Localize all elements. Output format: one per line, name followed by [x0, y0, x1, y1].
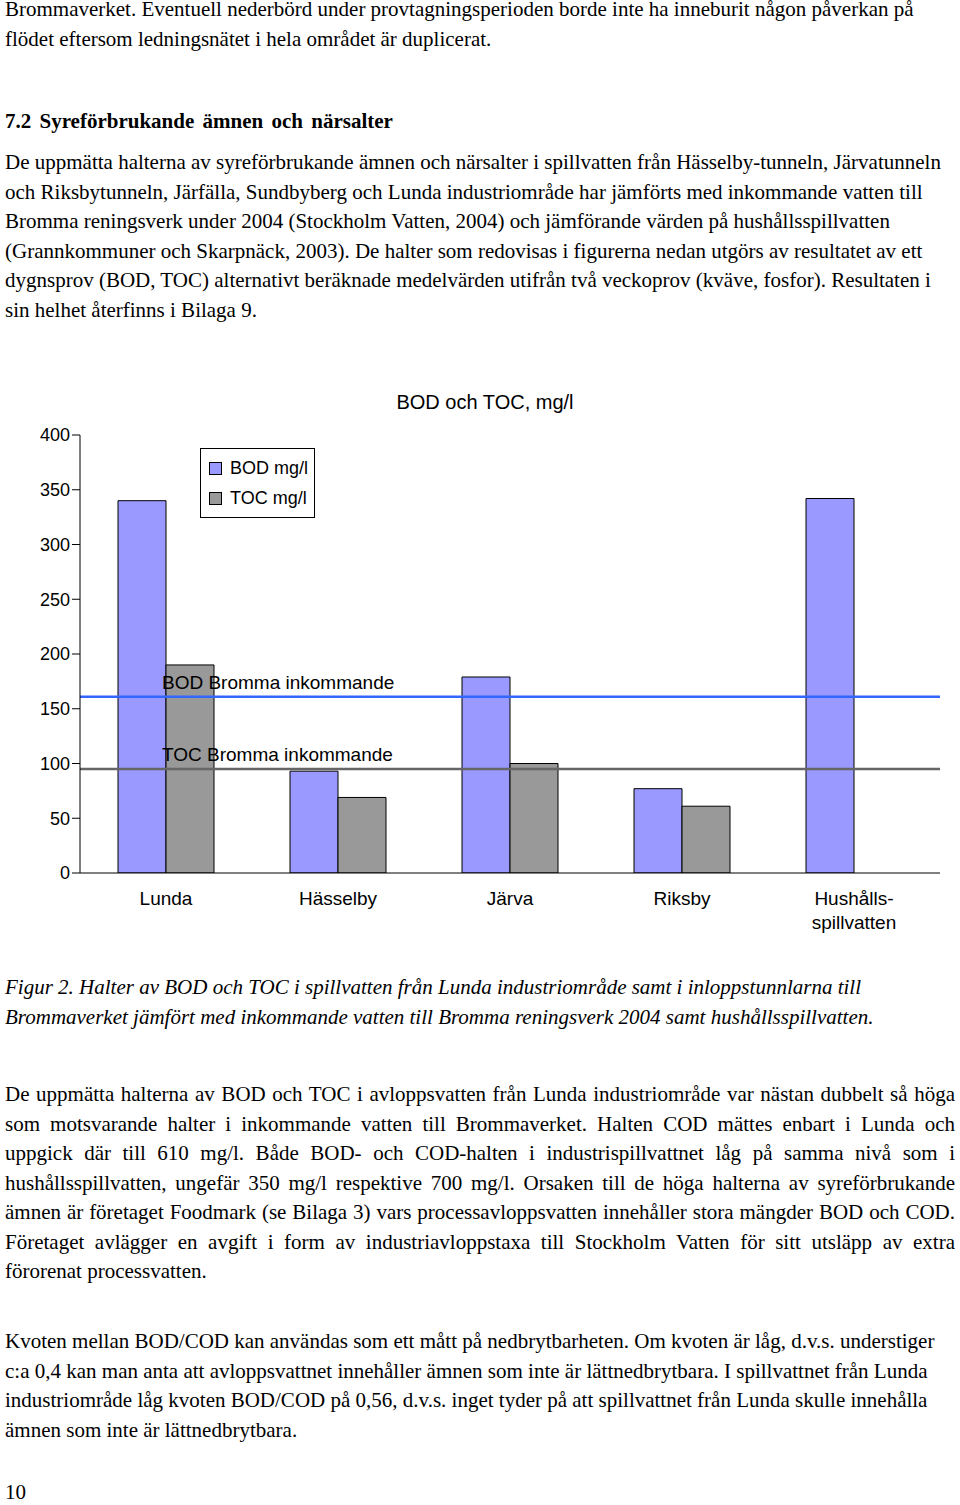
svg-text:50: 50	[50, 809, 70, 829]
html-text:10: 10	[5, 1480, 26, 1504]
html-text:Kvoten mellan BOD/COD kan anvä: Kvoten mellan BOD/COD kan användas som e…	[5, 1329, 935, 1442]
svg-text:0: 0	[60, 863, 70, 883]
svg-text:300: 300	[40, 535, 70, 555]
html-text:Figur 2. Halter av BOD och TOC: Figur 2. Halter av BOD och TOC i spillva…	[5, 975, 874, 1029]
svg-text:Riksby: Riksby	[653, 888, 711, 909]
svg-text:250: 250	[40, 590, 70, 610]
svg-text:Hushålls-spillvatten: Hushålls-spillvatten	[812, 888, 897, 933]
svg-text:200: 200	[40, 644, 70, 664]
svg-text:Lunda: Lunda	[140, 888, 193, 909]
svg-text:100: 100	[40, 754, 70, 774]
svg-text:Hässelby: Hässelby	[299, 888, 378, 909]
svg-text:Järva: Järva	[487, 888, 534, 909]
svg-text:150: 150	[40, 699, 70, 719]
svg-text:400: 400	[40, 425, 70, 445]
svg-text:350: 350	[40, 480, 70, 500]
html-text:BOD och TOC, mg/l: BOD och TOC, mg/l	[396, 391, 574, 413]
svg-text:TOC Bromma inkommande: TOC Bromma inkommande	[162, 744, 393, 765]
html-text:De uppmätta halterna av BOD oc: De uppmätta halterna av BOD och TOC i av…	[5, 1082, 955, 1283]
html-text:TOC mg/l: TOC mg/l	[230, 487, 307, 508]
html-text:BOD mg/l: BOD mg/l	[230, 457, 308, 478]
html-text:De uppmätta halterna av syrefö: De uppmätta halterna av syreförbrukande …	[5, 150, 941, 322]
svg-text:BOD Bromma inkommande: BOD Bromma inkommande	[162, 672, 394, 693]
html-text:7.2 Syreförbrukande ämnen och: 7.2 Syreförbrukande ämnen och närsalter	[5, 109, 393, 133]
